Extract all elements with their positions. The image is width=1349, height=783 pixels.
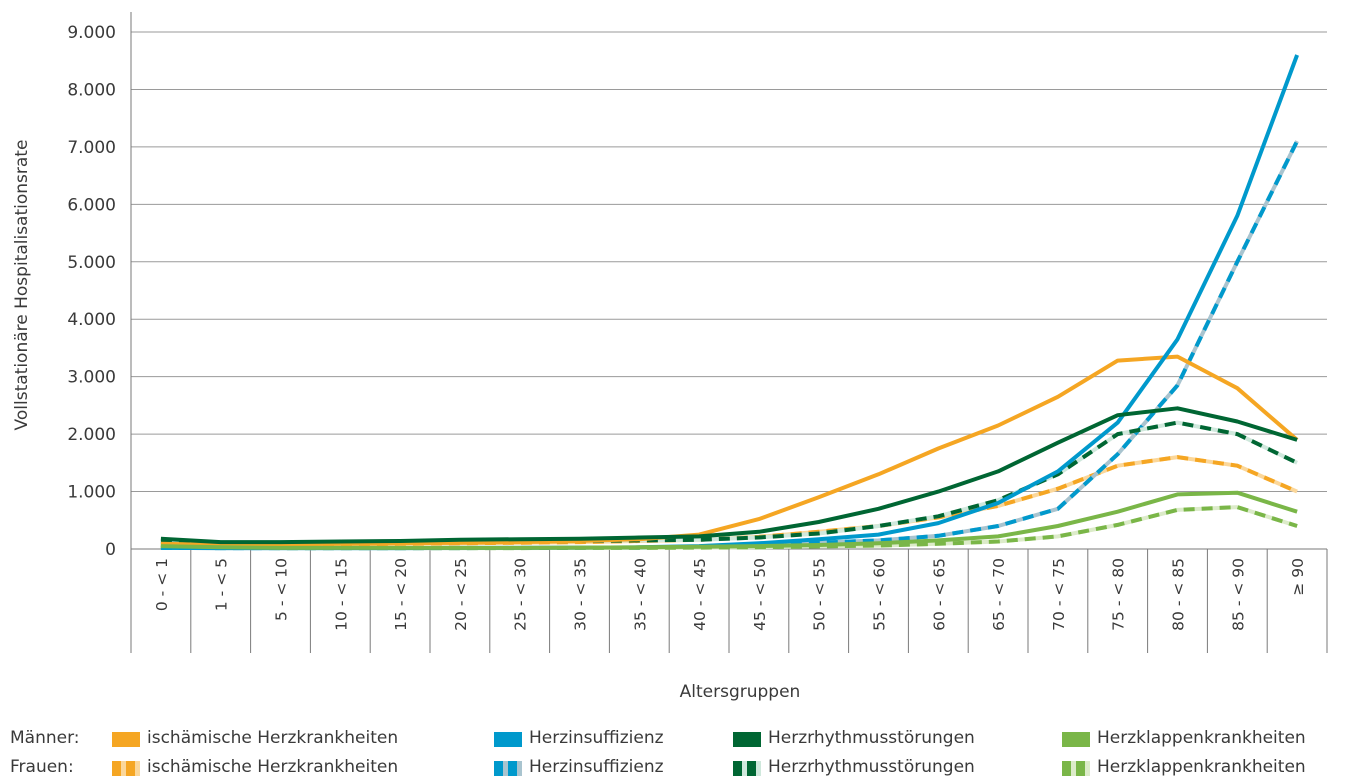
y-axis-title: Vollstationäre Hospitalisationsrate — [12, 140, 32, 431]
x-tick-label: 0 - < 1 — [153, 558, 171, 611]
y-tick-label: 2.000 — [67, 425, 116, 445]
legend-label: Herzklappenkrankheiten — [1097, 728, 1306, 748]
x-tick-label: 35 - < 40 — [631, 558, 649, 631]
legend-row-men: Männer: ischämische Herzkrankheiten Herz… — [0, 726, 1349, 752]
legend-swatch-solid-darkgreen — [733, 732, 761, 747]
legend-label: Herzrhythmusstörungen — [768, 728, 975, 748]
legend-swatch-solid-lightgreen — [1062, 732, 1090, 747]
y-tick-labels: 0 1.000 2.000 3.000 4.000 5.000 6.000 7.000 8.00… — [67, 23, 116, 560]
legend-swatch-solid-blue — [494, 732, 522, 747]
x-tick-label: 5 - < 10 — [273, 558, 291, 621]
series-männer — [160, 406, 1298, 545]
legend-label: Herzrhythmusstörungen — [768, 757, 975, 777]
x-tick-label: 25 - < 30 — [512, 558, 530, 631]
legend-label: Herzinsuffizienz — [529, 728, 664, 748]
legend-label: Herzinsuffizienz — [529, 757, 664, 777]
series-männer — [160, 354, 1299, 547]
legend-label: Herzklappenkrankheiten — [1097, 757, 1306, 777]
x-tick-label: 60 - < 65 — [930, 558, 948, 631]
x-tick-labels: 0 - < 1 1 - < 5 5 - < 10 10 - < 15 15 - < 20… — [153, 558, 1307, 631]
axes — [130, 12, 1328, 653]
x-tick-label: 55 - < 60 — [871, 558, 889, 631]
x-tick-label: 75 - < 80 — [1110, 558, 1128, 631]
gridlines — [131, 31, 1327, 493]
y-tick-label: 9.000 — [67, 23, 116, 43]
legend-label: ischämische Herzkrankheiten — [147, 728, 399, 748]
y-tick-label: 4.000 — [67, 310, 116, 330]
y-tick-label: 3.000 — [67, 368, 116, 388]
x-tick-label: 85 - < 90 — [1229, 558, 1247, 631]
series-frauen — [160, 140, 1299, 551]
legend-label: ischämische Herzkrankheiten — [147, 757, 399, 777]
legend-swatch-dashed-blue — [494, 761, 522, 776]
x-tick-label: 20 - < 25 — [452, 558, 470, 631]
x-tick-label: ≥ 90 — [1289, 558, 1307, 596]
y-tick-label: 6.000 — [67, 195, 116, 215]
x-tick-label: 50 - < 55 — [811, 558, 829, 631]
legend-swatch-solid-orange — [112, 732, 140, 747]
x-axis-title: Altersgruppen — [680, 682, 801, 702]
line-chart: 0 1.000 2.000 3.000 4.000 5.000 6.000 7.000 8.00… — [12, 12, 1328, 702]
legend-row-women: Frauen: ischämische Herzkrankheiten Herz… — [0, 755, 1349, 781]
series-männer — [160, 54, 1299, 551]
x-tick-label: 10 - < 15 — [332, 558, 350, 631]
x-tick-label: 15 - < 20 — [392, 558, 410, 631]
series-line-dashed — [160, 140, 1299, 551]
x-tick-label: 30 - < 35 — [572, 558, 590, 631]
y-tick-label: 1.000 — [67, 483, 116, 503]
series-line — [160, 406, 1298, 545]
series-line — [160, 354, 1299, 547]
series-lines — [160, 54, 1299, 551]
x-tick-label: 70 - < 75 — [1050, 558, 1068, 631]
y-tick-label: 5.000 — [67, 253, 116, 273]
legend-swatch-dashed-orange — [112, 761, 140, 776]
x-tick-label: 40 - < 45 — [691, 558, 709, 631]
legend-swatch-dashed-darkgreen — [733, 761, 761, 776]
legend-group-label-men: Männer: — [10, 728, 80, 748]
series-männer — [160, 490, 1298, 550]
x-tick-label: 45 - < 50 — [751, 558, 769, 631]
series-line — [160, 54, 1299, 551]
x-tick-label: 65 - < 70 — [990, 558, 1008, 631]
x-tick-label: 80 - < 85 — [1170, 558, 1188, 631]
y-tick-label: 7.000 — [67, 138, 116, 158]
legend-group-label-women: Frauen: — [10, 757, 74, 777]
legend: Männer: ischämische Herzkrankheiten Herz… — [0, 726, 1349, 783]
series-line — [160, 490, 1298, 550]
y-tick-label: 8.000 — [67, 80, 116, 100]
legend-swatch-dashed-lightgreen — [1062, 761, 1090, 776]
x-tick-label: 1 - < 5 — [213, 558, 231, 611]
y-tick-label: 0 — [105, 540, 116, 560]
series-line-base — [160, 140, 1299, 551]
